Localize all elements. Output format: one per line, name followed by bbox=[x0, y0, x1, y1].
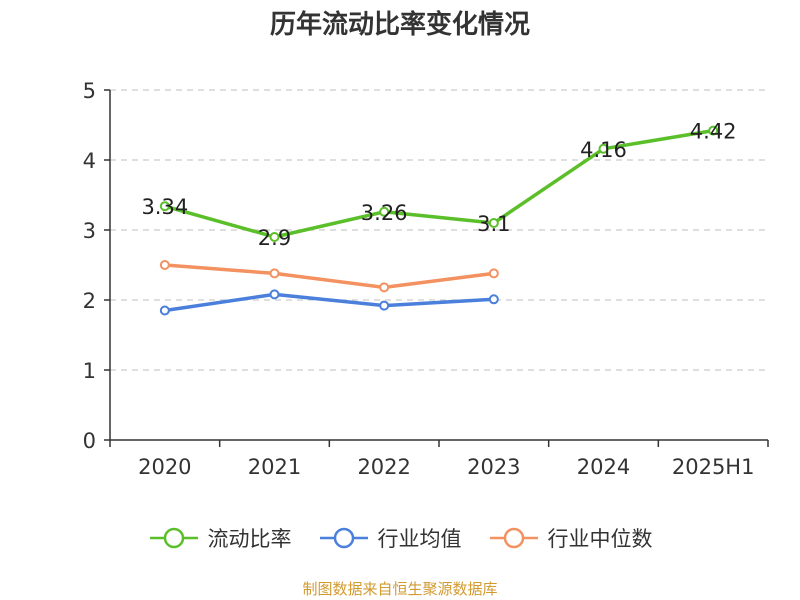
legend-label: 流动比率 bbox=[207, 527, 292, 551]
y-tick-label: 1 bbox=[83, 359, 96, 383]
legend-swatch-icon bbox=[319, 527, 368, 549]
series-point-0 bbox=[598, 143, 609, 154]
series-line-0 bbox=[164, 128, 714, 239]
series-point-1 bbox=[488, 294, 499, 305]
x-tick-label: 2024 bbox=[577, 455, 630, 479]
data-label: 3.26 bbox=[361, 201, 408, 225]
series-point-0 bbox=[488, 218, 499, 228]
legend-label: 行业均值 bbox=[377, 527, 462, 551]
x-tick-label: 2022 bbox=[357, 455, 410, 479]
data-label: 4.16 bbox=[580, 138, 627, 162]
data-label: 3.34 bbox=[141, 195, 188, 219]
data-labels: 3.34 2.9 3.26 3.1 4.16 4.42 bbox=[141, 120, 736, 250]
chart-title: 历年流动比率变化情况 bbox=[269, 10, 530, 40]
series-point-0 bbox=[708, 125, 719, 136]
y-tick-label: 4 bbox=[83, 149, 96, 173]
axes: 0 1 2 3 4 5 2020 2021 2022 2023 2024 2025H1 bbox=[83, 79, 769, 479]
series-lines bbox=[159, 125, 719, 316]
legend: 流动比率 行业均值 行业中位数 bbox=[0, 518, 800, 558]
series-line-2 bbox=[164, 263, 495, 290]
legend-item-0[interactable]: 流动比率 bbox=[148, 523, 292, 553]
data-label: 3.1 bbox=[477, 212, 510, 236]
series-point-1 bbox=[379, 300, 390, 311]
series-line-1 bbox=[164, 292, 494, 313]
legend-swatch-marker bbox=[333, 527, 354, 549]
y-tick-label: 0 bbox=[83, 429, 96, 453]
series-point-2 bbox=[488, 268, 499, 279]
legend-swatch-marker bbox=[503, 527, 524, 549]
source-note: 制图数据来自恒生聚源数据库 bbox=[302, 580, 498, 598]
legend-swatch-icon bbox=[149, 527, 198, 549]
series-point-2 bbox=[379, 282, 390, 293]
series-point-0 bbox=[379, 206, 390, 217]
series-point-0 bbox=[159, 201, 170, 212]
y-tick-label: 2 bbox=[83, 289, 96, 313]
data-label: 4.42 bbox=[690, 120, 737, 144]
x-tick-label: 2025H1 bbox=[672, 455, 755, 479]
x-tick-label: 2020 bbox=[138, 455, 191, 479]
series-point-1 bbox=[269, 289, 280, 300]
legend-swatch-icon bbox=[489, 527, 538, 549]
y-tick-label: 3 bbox=[83, 219, 96, 243]
x-tick-label: 2023 bbox=[467, 455, 520, 479]
data-label: 2.9 bbox=[258, 226, 291, 250]
legend-item-1[interactable]: 行业均值 bbox=[318, 523, 462, 553]
series-point-2 bbox=[159, 260, 170, 270]
legend-label: 行业中位数 bbox=[547, 527, 653, 551]
series-point-2 bbox=[269, 268, 280, 279]
x-tick-label: 2021 bbox=[248, 455, 301, 479]
series-point-0 bbox=[269, 232, 280, 242]
y-tick-label: 5 bbox=[83, 79, 96, 103]
legend-item-2[interactable]: 行业中位数 bbox=[488, 523, 653, 553]
series-point-1 bbox=[159, 305, 170, 316]
grid-lines bbox=[110, 89, 768, 371]
legend-swatch-marker bbox=[163, 527, 184, 549]
